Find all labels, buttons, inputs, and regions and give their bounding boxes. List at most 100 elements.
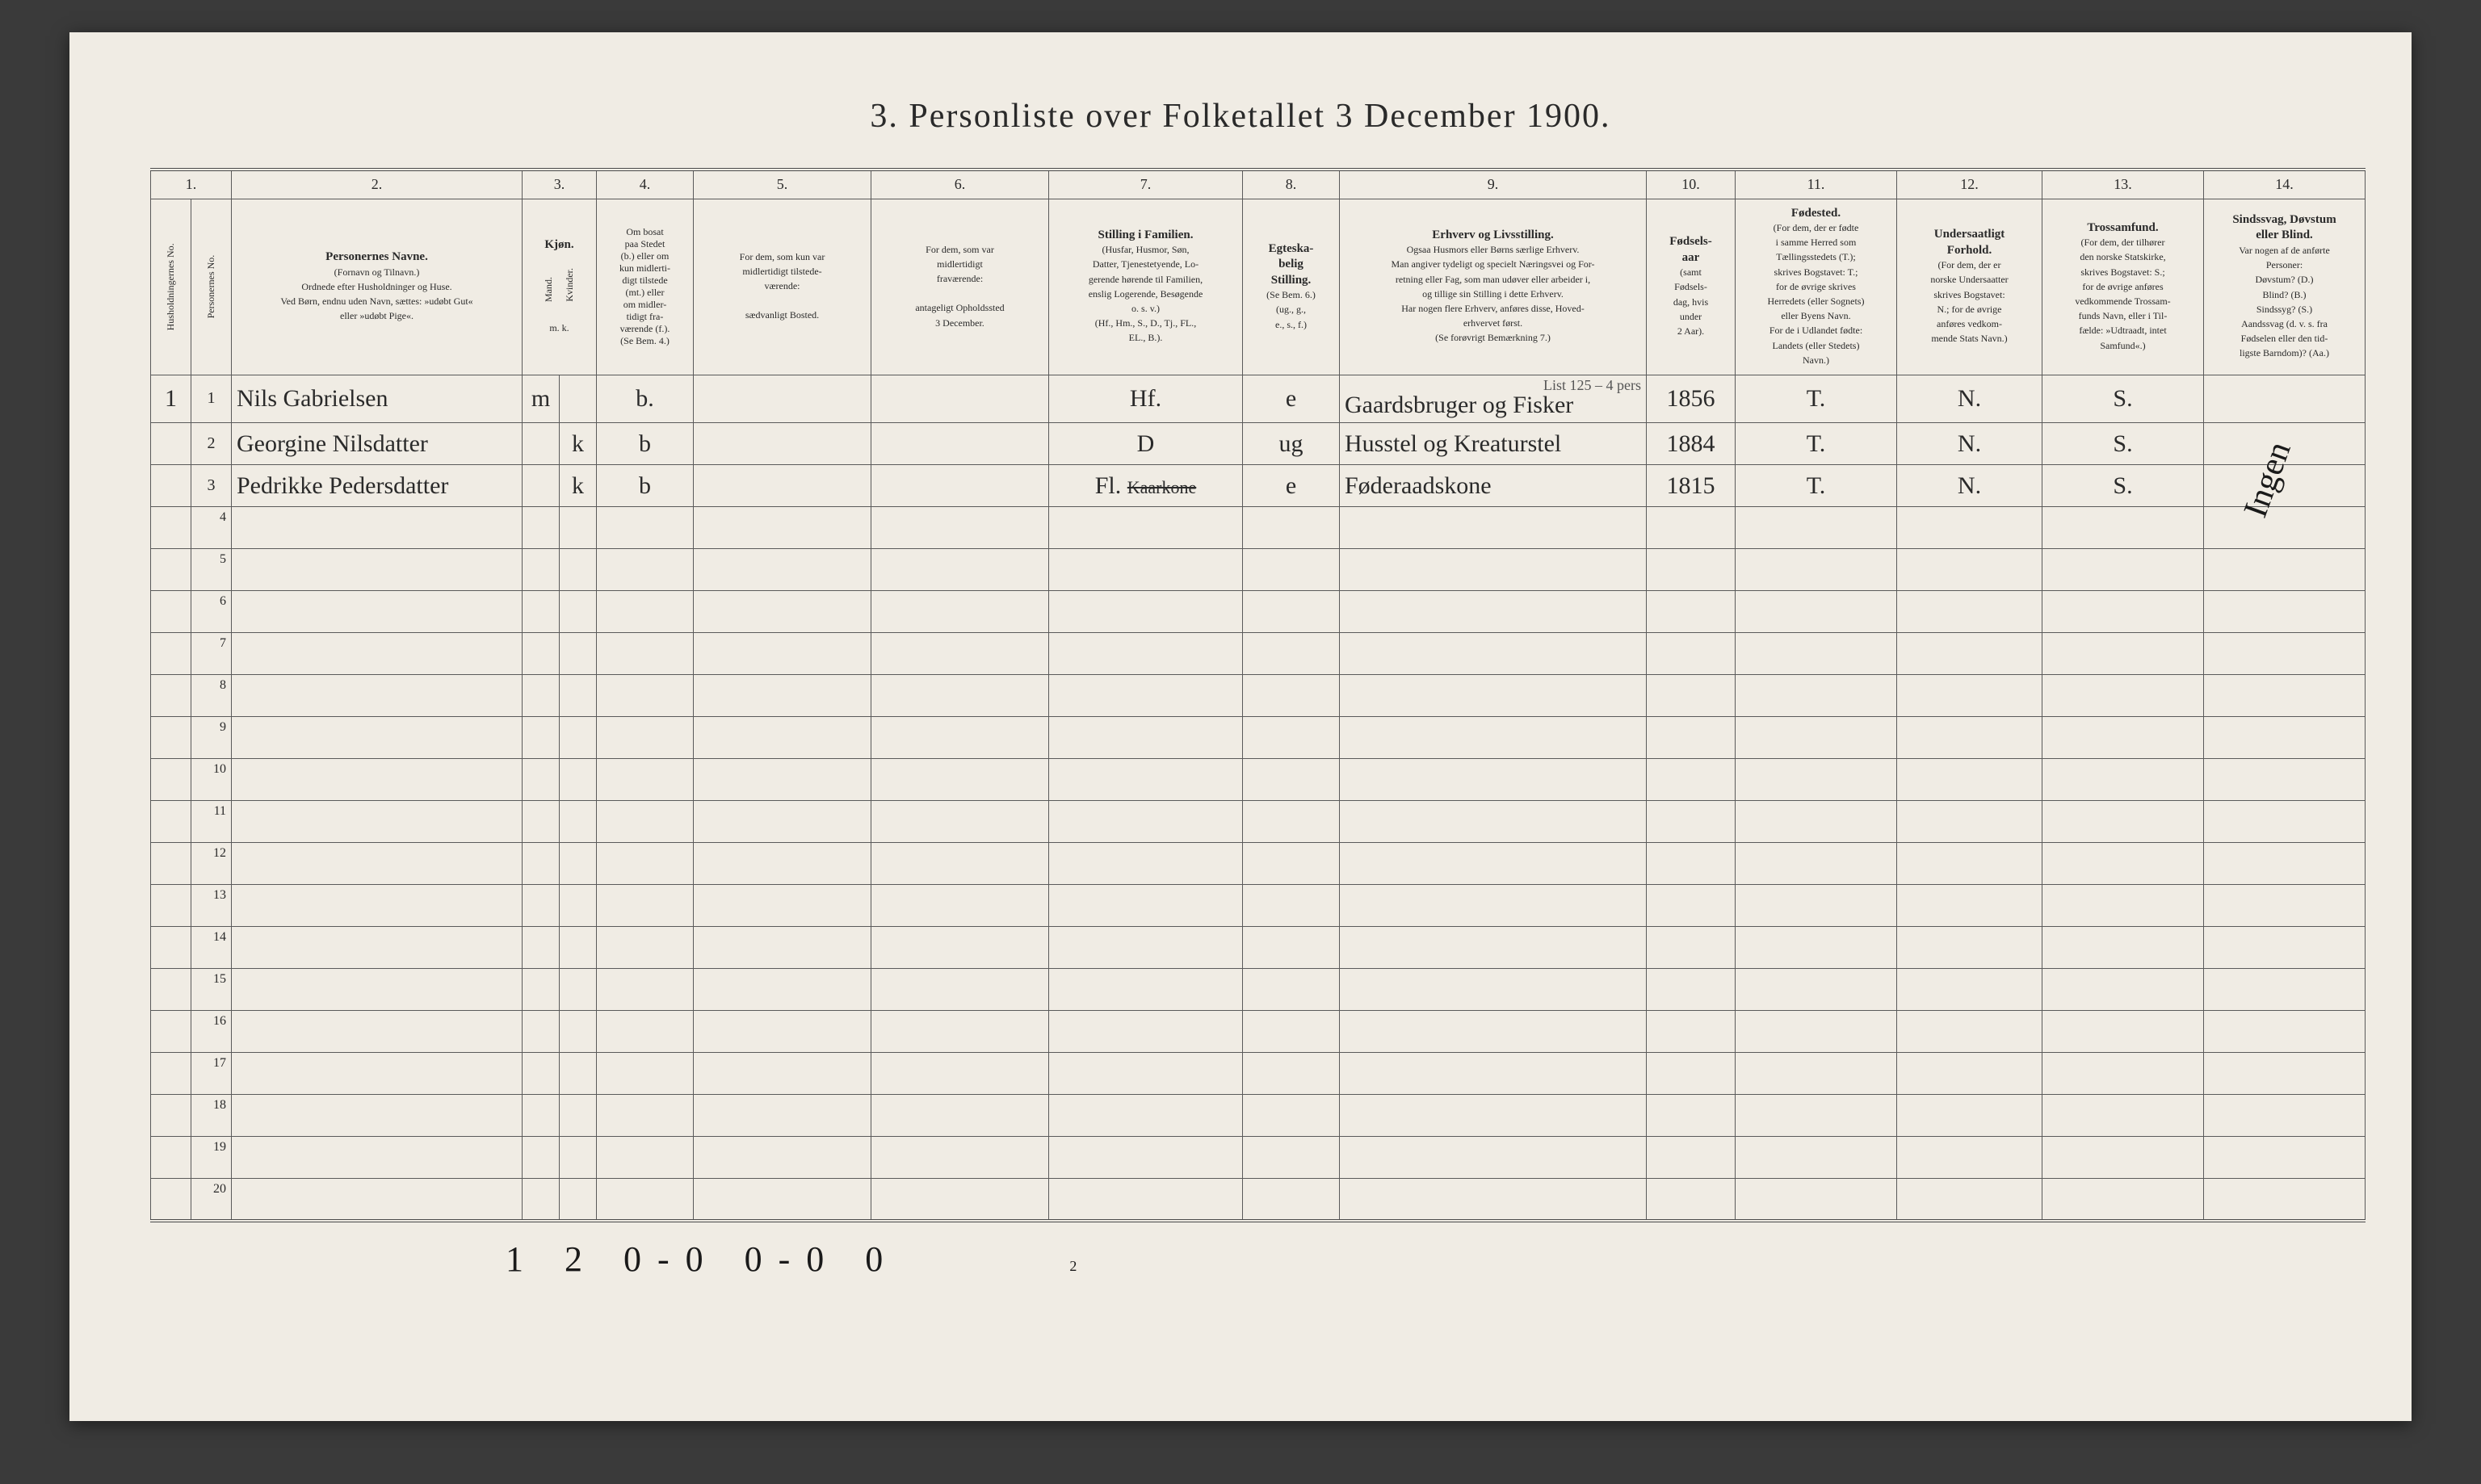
cell-empty bbox=[1897, 675, 2042, 717]
cell-person-no: 19 bbox=[191, 1137, 232, 1179]
cell-empty bbox=[1049, 843, 1243, 885]
cell-empty bbox=[1897, 633, 2042, 675]
cell-hushold-no bbox=[151, 423, 191, 465]
cell-empty bbox=[1647, 759, 1736, 801]
cell-undersaat: N. bbox=[1897, 423, 2042, 465]
cell-empty bbox=[2042, 549, 2204, 591]
cell-empty bbox=[871, 633, 1049, 675]
cell-empty bbox=[1897, 759, 2042, 801]
cell-empty bbox=[560, 927, 597, 969]
colnum: 8. bbox=[1243, 170, 1340, 199]
cell-empty bbox=[1340, 1179, 1647, 1221]
hdr-bosat: Om bosat paa Stedet (b.) eller om kun mi… bbox=[597, 199, 694, 375]
cell-empty bbox=[1647, 927, 1736, 969]
cell-c6 bbox=[871, 375, 1049, 422]
cell-empty bbox=[1340, 675, 1647, 717]
cell-empty bbox=[1340, 801, 1647, 843]
cell-empty bbox=[871, 1179, 1049, 1221]
cell-empty bbox=[871, 801, 1049, 843]
cell-erhverv: Føderaadskone bbox=[1340, 465, 1647, 507]
hdr-names-title: Personernes Navne. bbox=[325, 250, 428, 263]
cell-empty bbox=[871, 927, 1049, 969]
census-table: 1. 2. 3. 4. 5. 6. 7. 8. 9. 10. 11. 12. 1… bbox=[150, 168, 2366, 1222]
cell-empty bbox=[151, 927, 191, 969]
cell-empty bbox=[1647, 591, 1736, 633]
cell-empty bbox=[1897, 927, 2042, 969]
cell-empty bbox=[523, 507, 560, 549]
cell-empty bbox=[2204, 885, 2366, 927]
cell-empty bbox=[1897, 549, 2042, 591]
cell-empty bbox=[2042, 843, 2204, 885]
cell-empty bbox=[1340, 1137, 1647, 1179]
colnum: 2. bbox=[232, 170, 523, 199]
cell-tros: S. bbox=[2042, 375, 2204, 422]
cell-empty bbox=[871, 969, 1049, 1011]
cell-stilling: Fl. Kaarkone bbox=[1049, 465, 1243, 507]
cell-empty bbox=[232, 843, 523, 885]
cell-empty bbox=[597, 549, 694, 591]
cell-hushold-no bbox=[151, 465, 191, 507]
hdr-c6-sub: antageligt Opholdssted 3 December. bbox=[915, 302, 1004, 328]
cell-empty bbox=[694, 591, 871, 633]
table-row-empty: 16 bbox=[151, 1011, 2366, 1053]
cell-empty bbox=[232, 1137, 523, 1179]
cell-empty bbox=[1049, 1179, 1243, 1221]
cell-empty bbox=[694, 927, 871, 969]
cell-empty bbox=[2042, 507, 2204, 549]
cell-empty bbox=[1340, 717, 1647, 759]
cell-empty bbox=[2204, 759, 2366, 801]
cell-empty bbox=[1340, 885, 1647, 927]
hdr-c5-sub: sædvanligt Bosted. bbox=[745, 309, 819, 321]
cell-empty bbox=[597, 759, 694, 801]
cell-person-no: 13 bbox=[191, 885, 232, 927]
cell-c5 bbox=[694, 375, 871, 422]
cell-person-no: 15 bbox=[191, 969, 232, 1011]
cell-empty bbox=[523, 1095, 560, 1137]
hdr-sex-m: Mand. bbox=[543, 277, 555, 302]
cell-empty bbox=[694, 885, 871, 927]
cell-empty bbox=[871, 759, 1049, 801]
cell-empty bbox=[560, 1095, 597, 1137]
colnum: 13. bbox=[2042, 170, 2204, 199]
cell-empty bbox=[151, 843, 191, 885]
table-row-empty: 7 bbox=[151, 633, 2366, 675]
cell-empty bbox=[1049, 507, 1243, 549]
cell-empty bbox=[1243, 633, 1340, 675]
cell-person-no: 11 bbox=[191, 801, 232, 843]
hdr-erhverv: Erhverv og Livsstilling. Ogsaa Husmors e… bbox=[1340, 199, 1647, 375]
cell-empty bbox=[1049, 759, 1243, 801]
table-row-empty: 15 bbox=[151, 969, 2366, 1011]
cell-empty bbox=[2042, 1095, 2204, 1137]
cell-empty bbox=[694, 633, 871, 675]
cell-empty bbox=[1647, 1095, 1736, 1137]
cell-person-no: 18 bbox=[191, 1095, 232, 1137]
cell-empty bbox=[2204, 591, 2366, 633]
cell-empty bbox=[2204, 717, 2366, 759]
cell-empty bbox=[2204, 1053, 2366, 1095]
cell-empty bbox=[232, 1179, 523, 1221]
hdr-midl-frav: For dem, som var midlertidigt fraværende… bbox=[871, 199, 1049, 375]
cell-empty bbox=[1736, 1179, 1897, 1221]
cell-foedest: T. bbox=[1736, 423, 1897, 465]
cell-empty bbox=[597, 633, 694, 675]
cell-empty bbox=[1736, 843, 1897, 885]
cell-empty bbox=[1897, 507, 2042, 549]
cell-empty bbox=[1897, 801, 2042, 843]
cell-empty bbox=[151, 801, 191, 843]
cell-person-no: 17 bbox=[191, 1053, 232, 1095]
hdr-c8-title: Egteska- belig Stilling. bbox=[1269, 242, 1314, 287]
cell-empty bbox=[2204, 507, 2366, 549]
cell-person-no: 8 bbox=[191, 675, 232, 717]
cell-empty bbox=[1243, 1011, 1340, 1053]
cell-empty bbox=[523, 885, 560, 927]
cell-empty bbox=[597, 1179, 694, 1221]
hdr-c7-title: Stilling i Familien. bbox=[1098, 228, 1194, 241]
cell-person-no: 14 bbox=[191, 927, 232, 969]
cell-empty bbox=[597, 1095, 694, 1137]
cell-empty bbox=[694, 507, 871, 549]
cell-stilling: Hf. bbox=[1049, 375, 1243, 422]
cell-empty bbox=[1647, 717, 1736, 759]
cell-person-no: 4 bbox=[191, 507, 232, 549]
cell-empty bbox=[1736, 591, 1897, 633]
cell-empty bbox=[2204, 1011, 2366, 1053]
